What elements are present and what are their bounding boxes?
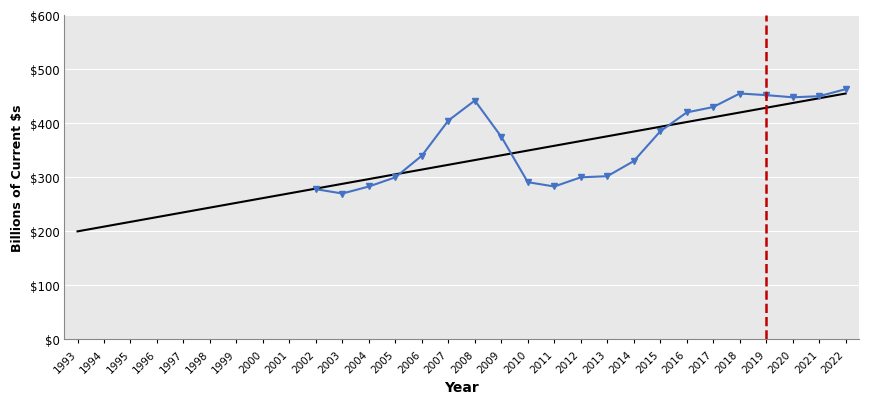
X-axis label: Year: Year	[444, 380, 479, 394]
Y-axis label: Billions of Current $s: Billions of Current $s	[11, 104, 24, 252]
